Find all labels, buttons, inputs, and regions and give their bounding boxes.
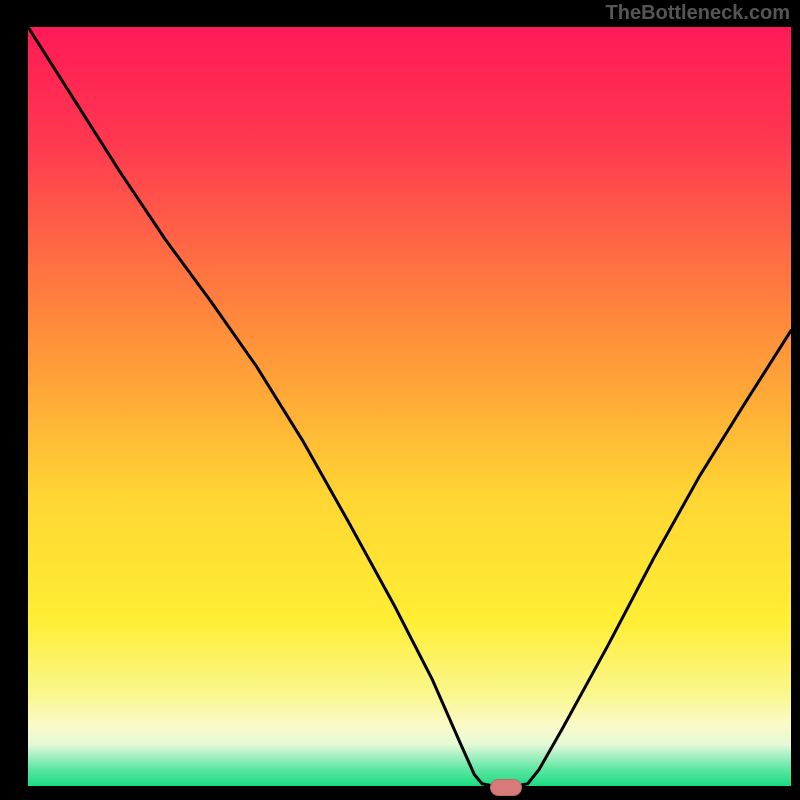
watermark-text: TheBottleneck.com — [606, 2, 790, 25]
curve-layer — [28, 27, 791, 786]
chart-frame: TheBottleneck.com — [0, 0, 800, 800]
optimal-point-marker — [490, 779, 522, 796]
bottleneck-curve — [28, 27, 791, 786]
plot-area — [28, 27, 791, 786]
